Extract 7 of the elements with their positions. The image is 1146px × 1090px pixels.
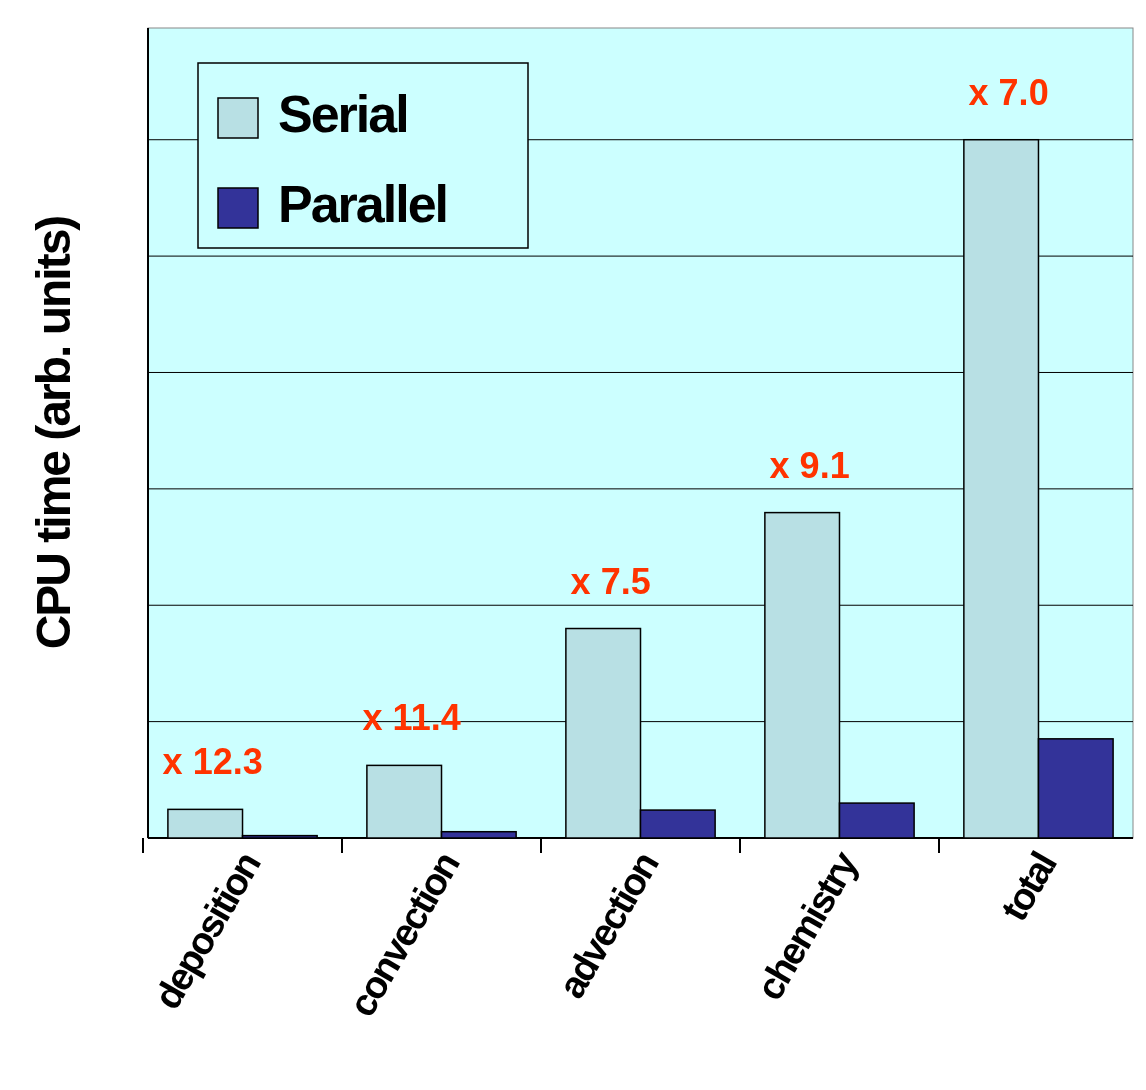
annotation: x 7.0 <box>968 71 1049 113</box>
legend-label: Parallel <box>278 174 448 233</box>
legend-label: Serial <box>278 84 408 143</box>
annotation: x 9.1 <box>769 444 850 486</box>
y-axis-title: CPU time (arb. units) <box>27 216 80 650</box>
annotation: x 7.5 <box>570 560 651 602</box>
annotation: x 12.3 <box>162 741 263 783</box>
